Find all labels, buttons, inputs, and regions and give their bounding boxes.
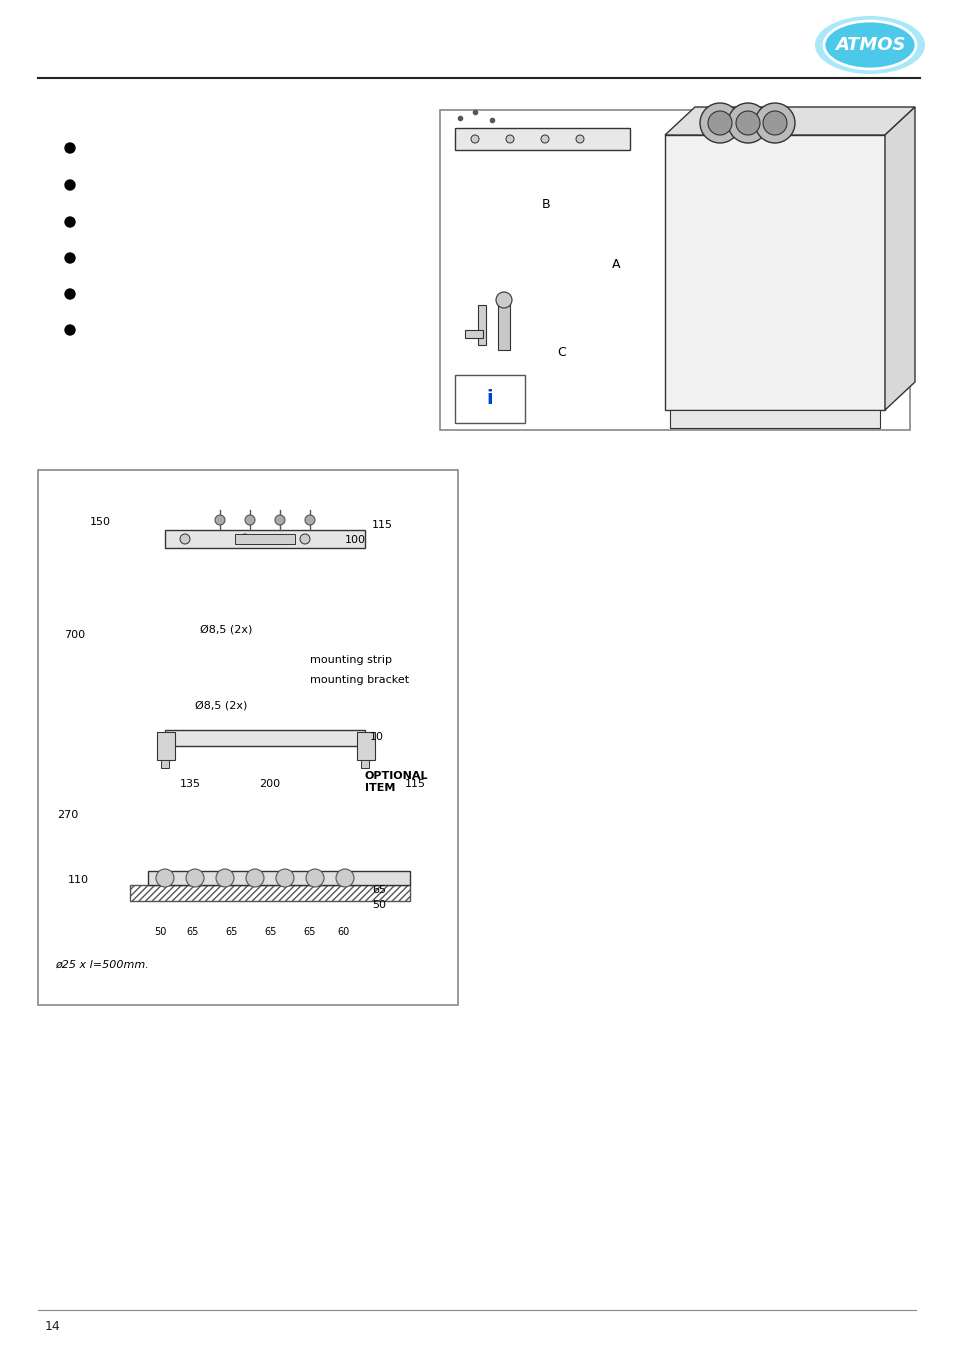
- Text: 14: 14: [45, 1320, 61, 1333]
- Circle shape: [245, 515, 254, 526]
- Circle shape: [505, 135, 514, 143]
- Circle shape: [335, 869, 354, 888]
- Text: mounting strip: mounting strip: [310, 655, 392, 665]
- Text: B: B: [541, 199, 550, 212]
- Bar: [234, 534, 294, 544]
- Text: 65: 65: [372, 885, 386, 894]
- Ellipse shape: [814, 16, 924, 74]
- Text: 65: 65: [186, 927, 198, 938]
- Text: 10: 10: [370, 732, 384, 742]
- Circle shape: [496, 292, 512, 308]
- Bar: [148, 871, 410, 885]
- Circle shape: [754, 103, 794, 143]
- Circle shape: [274, 515, 285, 526]
- Ellipse shape: [823, 22, 915, 69]
- Circle shape: [299, 534, 310, 544]
- Text: OPTIONAL
ITEM: OPTIONAL ITEM: [365, 771, 428, 793]
- Bar: [664, 135, 884, 409]
- Text: 270: 270: [57, 811, 78, 820]
- Bar: [360, 761, 369, 767]
- Text: 115: 115: [404, 780, 425, 789]
- Circle shape: [240, 534, 250, 544]
- Circle shape: [275, 869, 294, 888]
- Circle shape: [186, 869, 204, 888]
- Polygon shape: [664, 107, 914, 135]
- Bar: [130, 885, 410, 901]
- Bar: [439, 109, 909, 430]
- Circle shape: [471, 135, 478, 143]
- Text: 65: 65: [303, 927, 315, 938]
- Polygon shape: [884, 107, 914, 409]
- Bar: [38, 470, 457, 1005]
- Text: 135: 135: [179, 780, 200, 789]
- Text: i: i: [486, 389, 493, 408]
- Circle shape: [65, 218, 75, 227]
- Text: C: C: [557, 346, 565, 358]
- Circle shape: [727, 103, 767, 143]
- Circle shape: [65, 253, 75, 263]
- Text: 65: 65: [225, 927, 237, 938]
- Circle shape: [305, 515, 314, 526]
- Text: 100: 100: [345, 535, 366, 544]
- Circle shape: [707, 111, 731, 135]
- Text: mounting bracket: mounting bracket: [310, 676, 409, 685]
- Bar: [165, 530, 365, 549]
- Text: 60: 60: [337, 927, 349, 938]
- Bar: [356, 732, 375, 761]
- Bar: [497, 300, 510, 350]
- Circle shape: [246, 869, 264, 888]
- Text: 65: 65: [264, 927, 276, 938]
- Circle shape: [306, 869, 324, 888]
- Text: 200: 200: [259, 780, 280, 789]
- Text: ø25 x l=500mm.: ø25 x l=500mm.: [55, 961, 149, 970]
- Text: 110: 110: [68, 875, 89, 885]
- Text: 115: 115: [372, 520, 393, 530]
- Circle shape: [180, 534, 190, 544]
- Text: A: A: [611, 258, 619, 272]
- Text: 150: 150: [90, 517, 111, 527]
- Circle shape: [65, 143, 75, 153]
- Bar: [157, 732, 174, 761]
- Text: 50: 50: [372, 900, 386, 911]
- Bar: [464, 330, 482, 338]
- Circle shape: [65, 326, 75, 335]
- Circle shape: [156, 869, 173, 888]
- Circle shape: [735, 111, 760, 135]
- Bar: [455, 376, 524, 423]
- Circle shape: [65, 289, 75, 299]
- Bar: [165, 730, 365, 746]
- Circle shape: [540, 135, 548, 143]
- Circle shape: [215, 869, 233, 888]
- Circle shape: [700, 103, 740, 143]
- Circle shape: [65, 180, 75, 190]
- Text: ATMOS: ATMOS: [834, 36, 904, 54]
- Circle shape: [214, 515, 225, 526]
- Circle shape: [762, 111, 786, 135]
- Circle shape: [576, 135, 583, 143]
- Text: 700: 700: [65, 630, 86, 640]
- Bar: [669, 409, 879, 428]
- Text: 50: 50: [154, 927, 167, 938]
- Text: Ø8,5 (2x): Ø8,5 (2x): [194, 700, 247, 711]
- Bar: [455, 128, 629, 150]
- Bar: [477, 305, 485, 345]
- Bar: [161, 761, 169, 767]
- Text: Ø8,5 (2x): Ø8,5 (2x): [200, 626, 253, 635]
